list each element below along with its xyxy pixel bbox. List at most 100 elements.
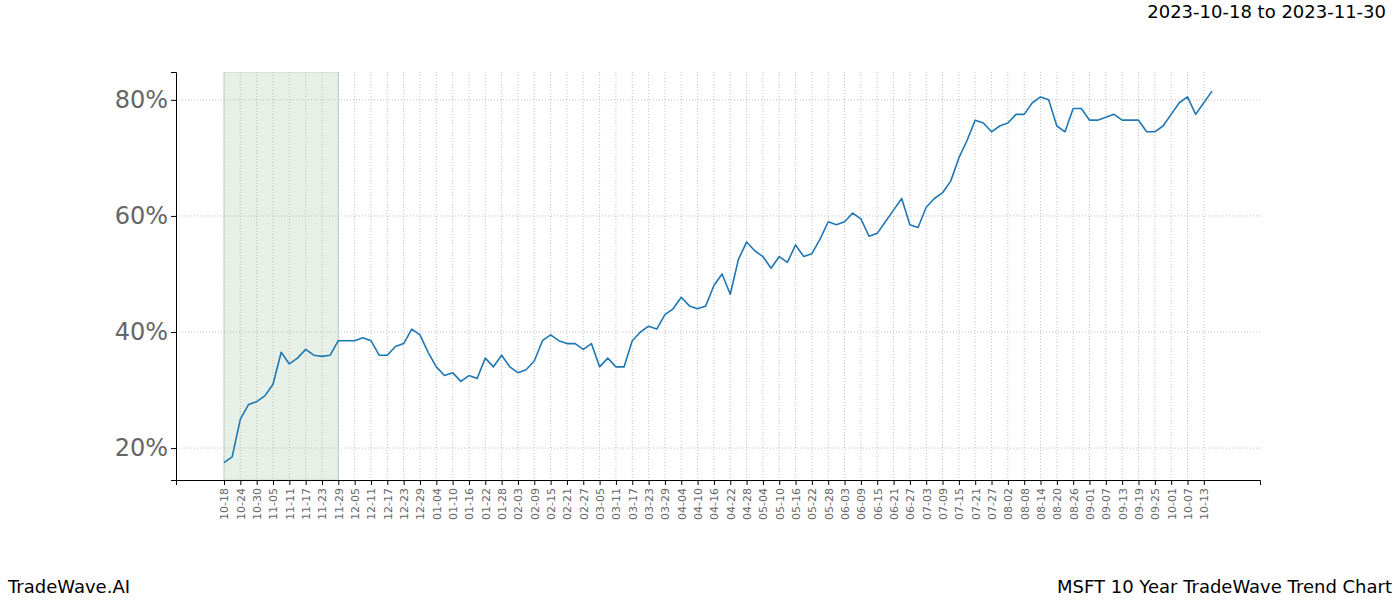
- grid-line-x: [648, 72, 649, 480]
- x-tick-label: 01-22: [480, 488, 493, 520]
- x-tick: 03-05: [594, 480, 607, 520]
- x-tick-label: 02-09: [529, 488, 542, 520]
- x-tick: 08-02: [1002, 480, 1015, 520]
- grid-line-x: [632, 72, 633, 480]
- grid-line-x: [224, 72, 225, 480]
- x-tick-label: 01-28: [496, 488, 509, 520]
- x-tick-label: 08-08: [1019, 488, 1032, 520]
- x-tick-mark: [404, 480, 405, 485]
- x-tick-mark: [1024, 480, 1025, 485]
- x-tick: 11-29: [333, 480, 346, 520]
- y-tick: 40%: [115, 318, 176, 346]
- x-tick-label: 03-17: [627, 488, 640, 520]
- grid-line-x: [664, 72, 665, 480]
- grid-line-x: [256, 72, 257, 480]
- x-tick-mark: [502, 480, 503, 485]
- x-tick: 07-09: [937, 480, 950, 520]
- grid-line-y: [176, 99, 1260, 100]
- line-group: [224, 91, 1212, 462]
- x-tick: 02-03: [512, 480, 525, 520]
- x-tick-label: 02-21: [561, 488, 574, 520]
- x-tick: 03-23: [643, 480, 656, 520]
- x-tick-label: 10-24: [235, 488, 248, 520]
- grid-line-x: [811, 72, 812, 480]
- x-tick: 09-01: [1084, 480, 1097, 520]
- x-tick: 11-11: [284, 480, 297, 520]
- x-tick-mark: [1171, 480, 1172, 485]
- x-tick-mark: [567, 480, 568, 485]
- x-tick-label: 11-29: [333, 488, 346, 520]
- grid-line-x: [1122, 72, 1123, 480]
- x-tick-mark: [257, 480, 258, 485]
- x-tick: 10-13: [1198, 480, 1211, 520]
- x-tick-mark: [926, 480, 927, 485]
- grid-line-x: [762, 72, 763, 480]
- y-tick-label: 60%: [115, 202, 168, 230]
- x-tick-label: 07-15: [953, 488, 966, 520]
- x-tick-label: 07-03: [921, 488, 934, 520]
- x-tick: 01-28: [496, 480, 509, 520]
- grid-line-x: [958, 72, 959, 480]
- grid-line-x: [828, 72, 829, 480]
- y-tick-label: 20%: [115, 434, 168, 462]
- y-tick: 60%: [115, 202, 176, 230]
- grid-line-x: [1105, 72, 1106, 480]
- grid-line-x: [1154, 72, 1155, 480]
- x-tick: 06-27: [904, 480, 917, 520]
- grid-line-x: [926, 72, 927, 480]
- x-tick-label: 06-03: [839, 488, 852, 520]
- y-tick-mark: [171, 216, 176, 217]
- x-tick-mark: [845, 480, 846, 485]
- x-tick-label: 08-20: [1051, 488, 1064, 520]
- x-tick-label: 10-01: [1166, 488, 1179, 520]
- grid-line-x: [1089, 72, 1090, 480]
- x-tick: 10-24: [235, 480, 248, 520]
- y-axis: 20%40%60%80%: [115, 73, 177, 481]
- y-tick-mark: [171, 448, 176, 449]
- x-tick: 09-07: [1100, 480, 1113, 520]
- x-tick-label: 06-21: [888, 488, 901, 520]
- x-tick-mark: [747, 480, 748, 485]
- x-tick-label: 05-22: [806, 488, 819, 520]
- grid-line-x: [779, 72, 780, 480]
- x-tick-mark: [240, 480, 241, 485]
- grid-line-x: [354, 72, 355, 480]
- x-tick-mark: [1057, 480, 1058, 485]
- x-tick-label: 01-16: [463, 488, 476, 520]
- x-tick-mark: [436, 480, 437, 485]
- x-tick-label: 03-29: [659, 488, 672, 520]
- grid-line-x: [1203, 72, 1204, 480]
- grid-line-x: [1138, 72, 1139, 480]
- x-tick-mark: [453, 480, 454, 485]
- grid: [176, 72, 1260, 480]
- grid-line-x: [681, 72, 682, 480]
- x-tick-mark: [943, 480, 944, 485]
- x-tick-label: 01-10: [447, 488, 460, 520]
- x-tick-label: 06-09: [855, 488, 868, 520]
- x-tick-label: 07-21: [970, 488, 983, 520]
- x-tick-mark: [763, 480, 764, 485]
- y-tick-mark: [171, 100, 176, 101]
- grid-line-x: [338, 72, 339, 480]
- x-tick: 07-27: [986, 480, 999, 520]
- grid-line-x: [860, 72, 861, 480]
- x-tick-mark: [485, 480, 486, 485]
- x-tick-label: 12-05: [349, 488, 362, 520]
- x-tick: 07-15: [953, 480, 966, 520]
- x-tick-label: 10-13: [1198, 488, 1211, 520]
- grid-line-x: [991, 72, 992, 480]
- x-tick: 01-04: [431, 480, 444, 520]
- x-tick: 01-16: [463, 480, 476, 520]
- x-tick: 06-15: [872, 480, 885, 520]
- x-tick-mark: [1106, 480, 1107, 485]
- x-tick: 10-07: [1182, 480, 1195, 520]
- x-tick-mark: [992, 480, 993, 485]
- x-tick-mark: [894, 480, 895, 485]
- x-tick-mark: [338, 480, 339, 485]
- x-tick-label: 07-27: [986, 488, 999, 520]
- grid-line-x: [289, 72, 290, 480]
- grid-line-x: [975, 72, 976, 480]
- title: 2023-10-18 to 2023-11-30: [1147, 1, 1386, 22]
- x-tick: 02-27: [578, 480, 591, 520]
- x-tick: 06-03: [839, 480, 852, 520]
